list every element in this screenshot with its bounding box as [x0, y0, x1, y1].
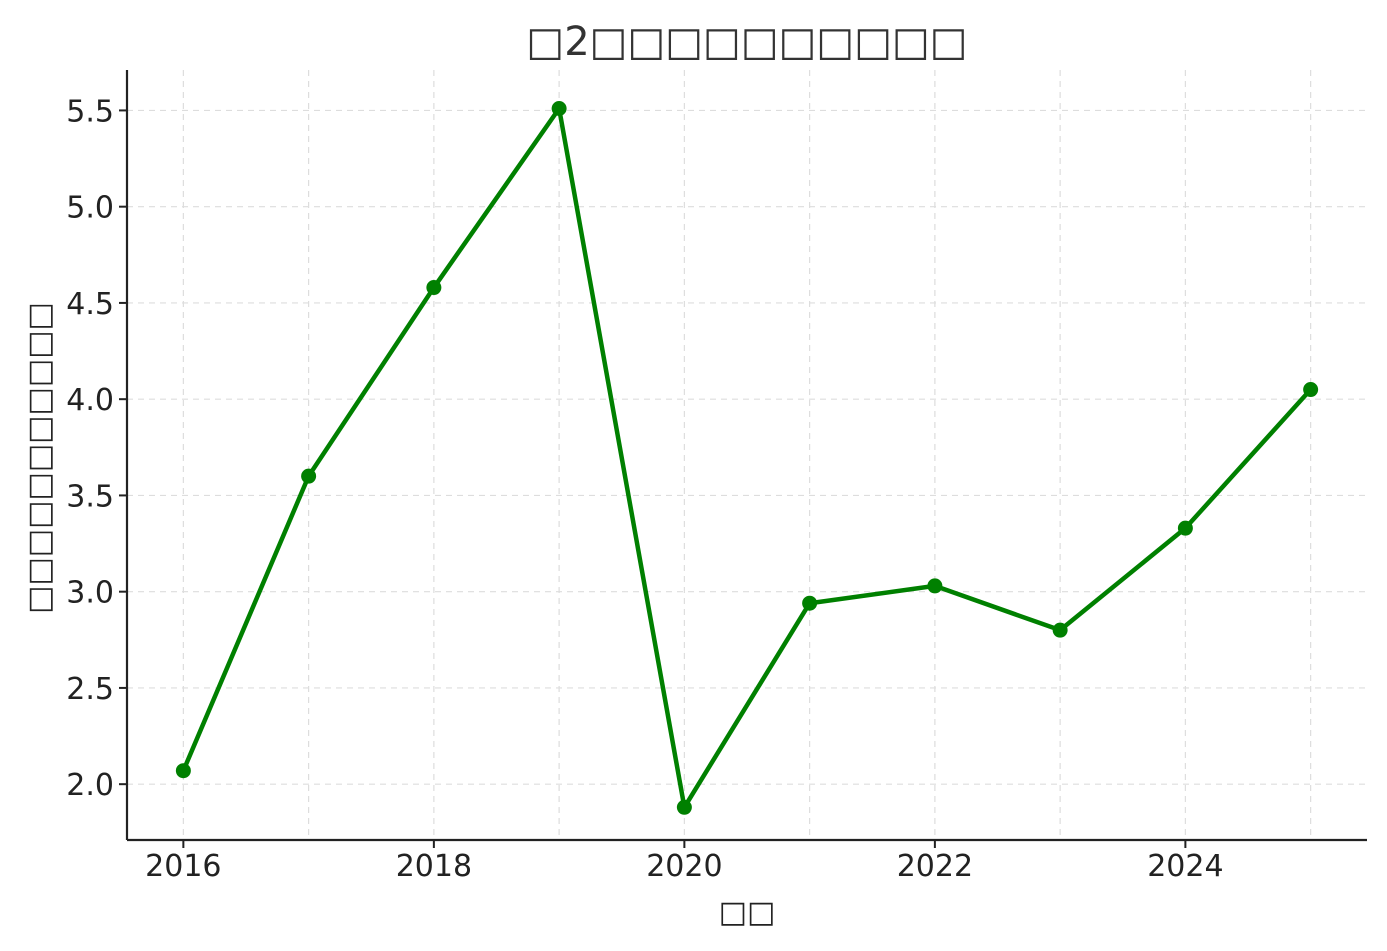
x-tick-label: 2016 — [145, 849, 221, 884]
y-tick-label: 5.5 — [66, 94, 114, 129]
y-tick-label: 3.0 — [66, 576, 114, 611]
x-tick-label: 2018 — [396, 849, 472, 884]
x-tick-label: 2020 — [646, 849, 722, 884]
data-point — [927, 578, 943, 594]
x-tick-label: 2022 — [897, 849, 973, 884]
y-tick-label: 2.5 — [66, 672, 114, 707]
data-point — [1303, 382, 1319, 398]
grid — [127, 70, 1367, 840]
data-point — [676, 799, 692, 815]
y-axis-label: □□□□□□□□□□□ — [22, 302, 57, 614]
data-point — [1177, 520, 1193, 536]
x-tick-label: 2024 — [1147, 849, 1223, 884]
data-point — [1052, 622, 1068, 638]
y-tick-label: 4.5 — [66, 287, 114, 322]
y-tick-label: 4.0 — [66, 383, 114, 418]
chart-title: □2□□□□□□□□□□ — [526, 19, 967, 65]
data-point — [426, 280, 442, 296]
series-line — [181, 106, 1313, 810]
axes — [125, 70, 1367, 842]
data-point — [175, 763, 191, 779]
data-point — [802, 595, 818, 611]
x-axis-ticks: 2016 2018 2020 2022 2024 — [145, 840, 1224, 884]
series — [175, 101, 1319, 815]
y-tick-label: 2.0 — [66, 768, 114, 803]
y-axis-ticks: 2.0 2.5 3.0 3.5 4.0 4.5 5.0 5.5 — [66, 94, 127, 803]
y-tick-label: 3.5 — [66, 479, 114, 514]
data-point — [551, 101, 567, 116]
data-point — [301, 468, 317, 484]
y-tick-label: 5.0 — [66, 191, 114, 226]
x-axis-label: □□ — [719, 895, 776, 930]
